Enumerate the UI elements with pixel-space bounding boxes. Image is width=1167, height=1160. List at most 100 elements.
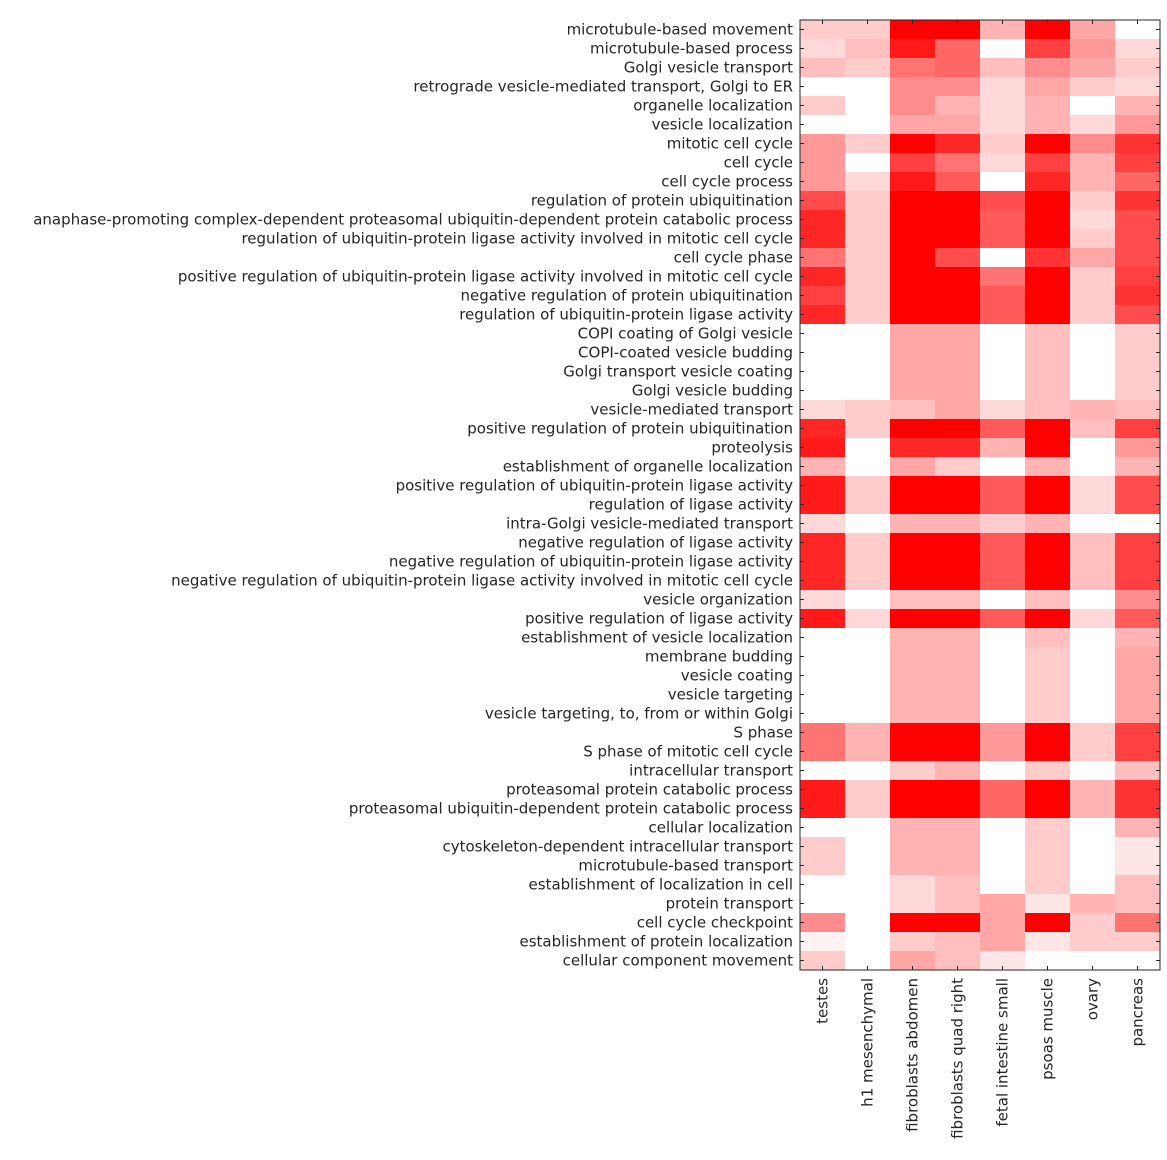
row-label: regulation of protein ubiquitination [531, 192, 793, 210]
row-label: cell cycle [724, 154, 793, 172]
heatmap-cell [1025, 324, 1071, 344]
heatmap-cell [800, 362, 846, 382]
heatmap-cell [1025, 742, 1071, 762]
heatmap-cell [1025, 780, 1071, 800]
heatmap-cell [890, 932, 936, 952]
heatmap-cell [1070, 20, 1116, 40]
heatmap-cell [980, 438, 1026, 458]
heatmap-cell [845, 229, 891, 249]
heatmap-cell [980, 210, 1026, 230]
heatmap-cell [845, 343, 891, 363]
row-label: COPI coating of Golgi vesicle [578, 325, 793, 343]
heatmap-cell [890, 666, 936, 686]
heatmap-cell [935, 153, 981, 173]
heatmap-cell [800, 533, 846, 553]
heatmap-cell [845, 894, 891, 914]
heatmap-cell [1070, 134, 1116, 154]
column-label: fibroblasts quad right [949, 978, 967, 1139]
heatmap-cell [890, 818, 936, 838]
row-label: vesicle coating [681, 667, 793, 685]
heatmap-cell [890, 96, 936, 116]
heatmap-cell [1070, 229, 1116, 249]
heatmap-cell [890, 286, 936, 306]
heatmap-cell [1025, 58, 1071, 78]
row-label: negative regulation of ligase activity [518, 534, 793, 552]
heatmap-cell [845, 39, 891, 59]
heatmap-cell [1115, 115, 1161, 135]
heatmap-cell [1115, 438, 1161, 458]
heatmap-cell [800, 685, 846, 705]
heatmap-cell [1115, 191, 1161, 211]
heatmap-cell [1115, 590, 1161, 610]
row-label: organelle localization [633, 97, 793, 115]
heatmap-cell [890, 191, 936, 211]
heatmap-cell [800, 115, 846, 135]
heatmap-cell [935, 666, 981, 686]
heatmap-cell [980, 723, 1026, 743]
heatmap-cell [800, 894, 846, 914]
heatmap-cell [935, 894, 981, 914]
heatmap-cell [1025, 457, 1071, 477]
heatmap-cell [800, 343, 846, 363]
heatmap-cell [935, 818, 981, 838]
heatmap-cell [980, 856, 1026, 876]
heatmap-cell [935, 438, 981, 458]
row-label: regulation of ligase activity [589, 496, 793, 514]
heatmap-cell [845, 324, 891, 344]
heatmap-cell [935, 115, 981, 135]
heatmap-cell [980, 742, 1026, 762]
heatmap-cell [845, 419, 891, 439]
heatmap-cell [980, 894, 1026, 914]
heatmap-cell [1070, 438, 1116, 458]
heatmap-cell [935, 685, 981, 705]
heatmap-cell [890, 248, 936, 268]
heatmap-cell [845, 913, 891, 933]
row-label: cell cycle phase [674, 249, 793, 267]
heatmap-cell [935, 343, 981, 363]
heatmap-cell [980, 419, 1026, 439]
heatmap-cell [800, 324, 846, 344]
heatmap-cell [980, 58, 1026, 78]
heatmap-cell [1115, 96, 1161, 116]
heatmap-cell [1070, 514, 1116, 534]
heatmap-cell [1115, 723, 1161, 743]
heatmap-cell [890, 742, 936, 762]
heatmap-cell [845, 305, 891, 325]
heatmap-cell [890, 837, 936, 857]
row-label: intra-Golgi vesicle-mediated transport [506, 515, 793, 533]
heatmap-cell [1115, 666, 1161, 686]
row-label: proteasomal ubiquitin-dependent protein … [349, 800, 793, 818]
heatmap-cell [1115, 153, 1161, 173]
heatmap-cell [1115, 172, 1161, 192]
heatmap-cell [845, 799, 891, 819]
heatmap-cell [980, 96, 1026, 116]
heatmap-cell [1070, 856, 1116, 876]
heatmap-cell [1115, 609, 1161, 629]
heatmap-cell [890, 305, 936, 325]
heatmap-cell [1025, 210, 1071, 230]
heatmap-cell [1115, 818, 1161, 838]
heatmap-cell [980, 248, 1026, 268]
heatmap-cell [1025, 229, 1071, 249]
heatmap-cell [980, 685, 1026, 705]
row-label: COPI-coated vesicle budding [578, 344, 793, 362]
heatmap-cell [980, 818, 1026, 838]
heatmap-cell [1025, 818, 1071, 838]
heatmap-cell [800, 742, 846, 762]
heatmap-cell [935, 96, 981, 116]
heatmap-cell [800, 191, 846, 211]
heatmap-cell [800, 799, 846, 819]
heatmap-cell [980, 134, 1026, 154]
heatmap-cell [1025, 647, 1071, 667]
heatmap-cell [800, 780, 846, 800]
heatmap-cell [935, 286, 981, 306]
heatmap-cell [935, 20, 981, 40]
heatmap-cell [980, 457, 1026, 477]
heatmap-cell [935, 58, 981, 78]
heatmap-cell [1070, 837, 1116, 857]
heatmap-cell [1070, 875, 1116, 895]
heatmap-cell [800, 723, 846, 743]
heatmap-cell [1115, 799, 1161, 819]
heatmap-cell [980, 799, 1026, 819]
heatmap-cell [800, 495, 846, 515]
